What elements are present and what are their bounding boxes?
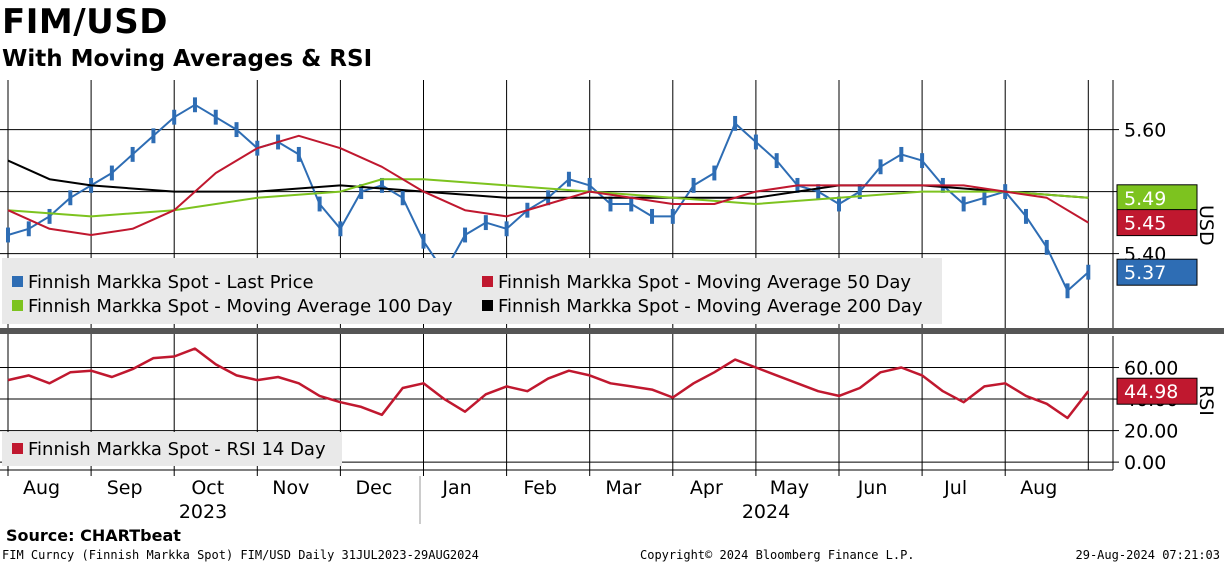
year-label: 2023 — [179, 501, 227, 523]
value-tag-label: 5.37 — [1124, 262, 1166, 284]
price-tick-label: 5.60 — [1124, 120, 1166, 142]
footer-copyright: Copyright© 2024 Bloomberg Finance L.P. — [640, 548, 915, 562]
value-tag — [1116, 184, 1198, 212]
source-note: Source: CHARTbeat — [6, 526, 181, 545]
value-tag — [1116, 258, 1198, 286]
x-tick-label: Feb — [523, 477, 557, 499]
footer-security: FIM Curncy (Finnish Markka Spot) FIM/USD… — [2, 548, 479, 562]
legend-swatch — [12, 300, 23, 311]
rsi-legend-box — [2, 432, 342, 466]
x-tick-label: May — [770, 477, 809, 499]
rsi-value-tag-label: 44.98 — [1124, 381, 1178, 403]
x-tick-label: Dec — [356, 477, 393, 499]
x-tick-label: Oct — [191, 477, 224, 499]
value-tag-label: 5.45 — [1124, 213, 1166, 235]
price-legend-box — [2, 258, 942, 324]
rsi-value-tag — [1116, 377, 1198, 405]
x-tick-label: Jan — [441, 477, 471, 499]
x-tick-label: Aug — [1020, 477, 1057, 499]
legend-swatch — [482, 276, 493, 287]
x-tick-label: Sep — [107, 477, 143, 499]
panel-divider — [0, 328, 1224, 334]
price-axis-label: USD — [1195, 205, 1217, 246]
chart-title: FIM/USD — [2, 2, 168, 42]
legend-entry: Finnish Markka Spot - RSI 14 Day — [28, 439, 326, 460]
legend-entry: Finnish Markka Spot - Moving Average 50 … — [498, 272, 911, 293]
value-tag-label: 5.49 — [1124, 188, 1166, 210]
x-tick-label: Mar — [605, 477, 641, 499]
x-tick-label: Jun — [857, 477, 888, 499]
chart-subtitle: With Moving Averages & RSI — [2, 46, 373, 72]
legend-swatch — [12, 443, 23, 454]
rsi-axis-label: RSI — [1195, 385, 1217, 416]
legend-entry: Finnish Markka Spot - Last Price — [28, 272, 314, 293]
x-tick-label: Aug — [23, 477, 60, 499]
rsi-line — [7, 347, 1090, 420]
x-tick-label: Apr — [690, 477, 723, 499]
year-label: 2024 — [742, 501, 790, 523]
legend-swatch — [12, 276, 23, 287]
legend-swatch — [482, 300, 493, 311]
ma100-line — [7, 178, 1089, 218]
x-axis: Aug Sep Oct Nov Dec Jan Feb Mar Apr May Jun Jul Aug 2… — [0, 469, 1113, 524]
ma50-line — [7, 134, 1089, 236]
value-tag — [1116, 209, 1198, 237]
x-tick-label: Jul — [943, 477, 967, 499]
rsi-tick-label: 60.00 — [1124, 358, 1178, 380]
x-tick-label: Nov — [272, 477, 309, 499]
legend-entry: Finnish Markka Spot - Moving Average 100… — [28, 296, 453, 317]
rsi-tick-label: 0.00 — [1124, 452, 1166, 474]
rsi-tick-label: 20.00 — [1124, 421, 1178, 443]
legend-entry: Finnish Markka Spot - Moving Average 200… — [498, 296, 923, 317]
footer-timestamp: 29-Aug-2024 07:21:03 — [1075, 548, 1221, 562]
